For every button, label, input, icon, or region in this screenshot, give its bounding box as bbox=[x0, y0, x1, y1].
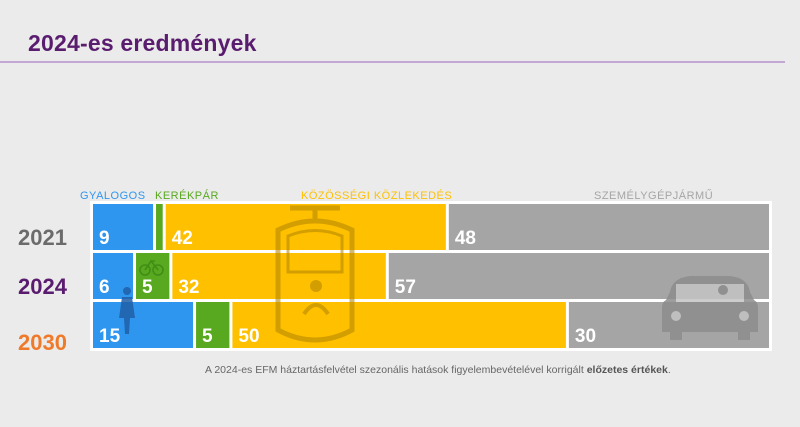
value-label-kerekpar-2030: 5 bbox=[202, 326, 213, 347]
legend-szemelygepjarmu: SZEMÉLYGÉPJÁRMŰ bbox=[594, 190, 714, 202]
pedestrian-icon bbox=[119, 287, 135, 334]
tram-icon bbox=[275, 205, 355, 343]
legend-gyalogos: GYALOGOS bbox=[80, 190, 146, 202]
page-title: 2024-es eredmények bbox=[28, 30, 257, 56]
value-label-szemelygepjarmu-2021: 48 bbox=[455, 228, 476, 249]
value-label-kerekpar-2024: 5 bbox=[142, 277, 153, 298]
value-label-gyalogos-2030: 15 bbox=[99, 326, 121, 347]
legend-kozossegi-kozlekedes: KÖZÖSSÉGI KÖZLEKEDÉS bbox=[301, 190, 453, 202]
value-label-gyalogos-2021: 9 bbox=[99, 228, 110, 249]
value-label-szemelygepjarmu-2024: 57 bbox=[395, 277, 416, 298]
title-divider bbox=[0, 61, 785, 63]
year-label-2030: 2030 bbox=[18, 330, 67, 355]
bar-kerekpar-2024 bbox=[136, 253, 170, 299]
value-label-szemelygepjarmu-2030: 30 bbox=[575, 326, 596, 347]
bar-gyalogos-2030 bbox=[93, 302, 194, 348]
value-label-kozossegi-2021: 42 bbox=[172, 228, 193, 249]
bar-szemelygepjarmu-2021 bbox=[448, 204, 769, 250]
legend-kerekpar: KERÉKPÁR bbox=[155, 190, 219, 202]
bicycle-icon bbox=[139, 259, 164, 276]
bar-kozossegi-2021 bbox=[165, 204, 446, 250]
footnote: A 2024-es EFM háztartásfelvétel szezonál… bbox=[205, 364, 671, 376]
value-label-kozossegi-2024: 32 bbox=[178, 277, 199, 298]
value-label-gyalogos-2024: 6 bbox=[99, 277, 110, 298]
footnote-bold: előzetes értékek bbox=[586, 364, 668, 376]
value-label-kozossegi-2030: 50 bbox=[238, 326, 259, 347]
year-label-2024: 2024 bbox=[18, 274, 67, 299]
footnote-end: . bbox=[667, 364, 671, 376]
bar-kerekpar-2021 bbox=[156, 204, 163, 250]
car-icon bbox=[662, 276, 758, 340]
footnote-text: A 2024-es EFM háztartásfelvétel szezonál… bbox=[205, 364, 587, 376]
year-label-2021: 2021 bbox=[18, 225, 67, 250]
bar-gyalogos-2021 bbox=[93, 204, 154, 250]
bar-kozossegi-2030 bbox=[232, 302, 566, 348]
bar-kerekpar-2030 bbox=[196, 302, 230, 348]
